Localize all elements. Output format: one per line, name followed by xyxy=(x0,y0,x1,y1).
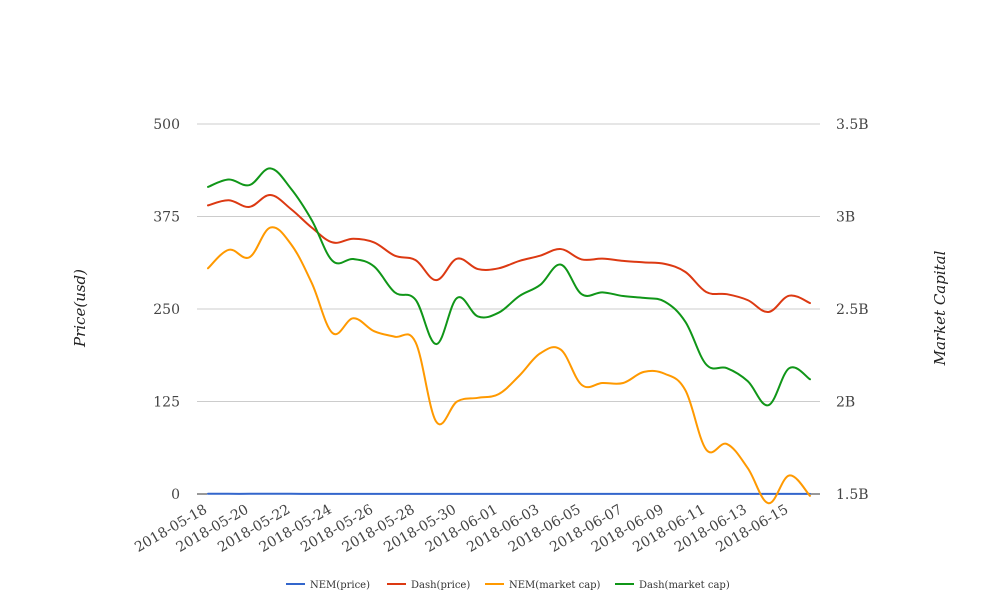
right-axis-title: Market Capital xyxy=(931,250,949,366)
y-right-tick-label: 3.5B xyxy=(836,117,869,133)
series-line-dash-price xyxy=(207,194,811,313)
y-right-tick-label: 3B xyxy=(836,210,855,226)
y-left-tick-label: 0 xyxy=(171,487,180,503)
y-left-tick-label: 125 xyxy=(153,395,180,411)
left-axis-title: Price(usd) xyxy=(71,269,89,348)
legend-item[interactable]: NEM(market cap) xyxy=(485,580,601,591)
series-line-dash-market-cap xyxy=(207,167,811,407)
legend-label: Dash(price) xyxy=(411,580,470,591)
y-left-tick-label: 375 xyxy=(153,210,180,226)
series-layer xyxy=(207,167,811,505)
y-left-tick-label: 500 xyxy=(153,117,180,133)
y-right-tick-label: 1.5B xyxy=(836,487,869,503)
legend-item[interactable]: Dash(market cap) xyxy=(615,580,730,591)
legend-item[interactable]: NEM(price) xyxy=(286,580,370,591)
legend-label: NEM(market cap) xyxy=(509,580,601,591)
y-left-tick-label: 250 xyxy=(153,302,180,318)
legend-label: Dash(market cap) xyxy=(639,580,730,591)
y-right-tick-label: 2.5B xyxy=(836,302,869,318)
legend-label: NEM(price) xyxy=(310,580,370,591)
series-line-nem-market-cap xyxy=(207,226,811,505)
y-right-tick-label: 2B xyxy=(836,395,855,411)
legend: NEM(price) Dash(price) NEM(market cap) Dash… xyxy=(286,580,730,591)
grid-layer xyxy=(197,123,820,495)
legend-item[interactable]: Dash(price) xyxy=(387,580,470,591)
